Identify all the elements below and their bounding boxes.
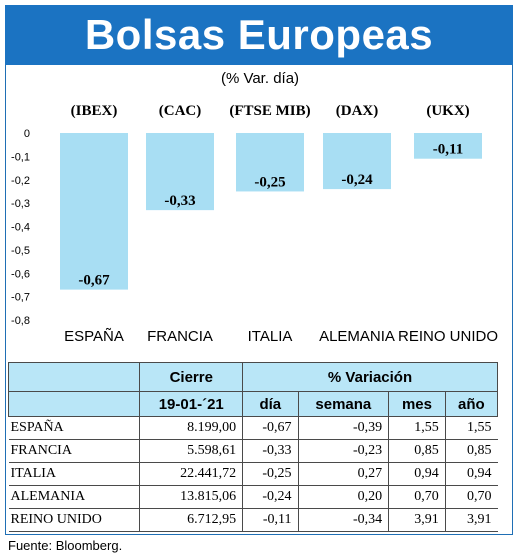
row-dia: -0,25 <box>242 462 299 486</box>
row-mes: 1,55 <box>388 416 446 440</box>
header-mes: mes <box>388 391 446 417</box>
category-label: ALEMANIA <box>319 328 395 345</box>
header-variacion: % Variación <box>242 362 498 392</box>
row-name: FRANCIA <box>8 439 140 463</box>
value-label: -0,33 <box>164 193 195 209</box>
row-dia: -0,24 <box>242 485 299 509</box>
market-table: Cierre % Variación 19-01-´21 día semana … <box>7 362 499 532</box>
value-label: -0,67 <box>78 273 110 289</box>
category-label: FRANCIA <box>147 328 213 345</box>
index-label: (DAX) <box>336 103 379 119</box>
bar <box>146 133 214 211</box>
header-blank <box>7 362 141 392</box>
header-blank-2 <box>7 391 141 417</box>
table-row: ALEMANIA 13.815,06 -0,24 0,20 0,70 0,70 <box>8 485 498 509</box>
index-label: (IBEX) <box>71 103 118 119</box>
category-label: ITALIA <box>248 328 293 345</box>
row-ano: 0,85 <box>444 439 498 463</box>
header-date: 19-01-´21 <box>139 391 244 417</box>
row-ano: 3,91 <box>444 508 498 532</box>
row-cierre: 6.712,95 <box>139 508 243 532</box>
category-label: REINO UNIDO <box>398 328 498 345</box>
row-cierre: 13.815,06 <box>139 485 243 509</box>
row-ano: 1,55 <box>444 416 498 440</box>
table-header-row-2: 19-01-´21 día semana mes año <box>7 391 499 417</box>
bar-chart: 0 -0,1 -0,2 -0,3 -0,4 -0,5 -0,6 -0,7 -0,8 (IBEX) -… <box>11 103 498 345</box>
bar <box>323 133 391 190</box>
row-ano: 0,70 <box>444 485 498 509</box>
page-title: Bolsas Europeas <box>84 11 434 58</box>
header-semana: semana <box>297 391 390 417</box>
row-name: ALEMANIA <box>8 485 140 509</box>
row-semana: -0,23 <box>297 439 389 463</box>
table-header-row-1: Cierre % Variación <box>7 362 498 392</box>
table-row: ESPAÑA 8.199,00 -0,67 -0,39 1,55 1,55 <box>8 416 498 440</box>
header-dia: día <box>242 391 299 417</box>
row-name: REINO UNIDO <box>8 508 140 532</box>
row-ano: 0,94 <box>444 462 498 486</box>
header-cierre: Cierre <box>139 362 244 392</box>
row-semana: 0,20 <box>297 485 389 509</box>
row-mes: 0,70 <box>388 485 446 509</box>
bar <box>60 133 128 290</box>
table-row: ITALIA 22.441,72 -0,25 0,27 0,94 0,94 <box>8 462 498 486</box>
row-name: ITALIA <box>8 462 140 486</box>
bar <box>236 133 304 192</box>
row-cierre: 5.598,61 <box>139 439 243 463</box>
y-tick-label: -0,3 <box>11 198 30 210</box>
table-row: REINO UNIDO 6.712,95 -0,11 -0,34 3,91 3,… <box>8 508 498 532</box>
bar <box>414 133 482 159</box>
index-label: (CAC) <box>159 103 202 119</box>
row-mes: 3,91 <box>388 508 446 532</box>
row-dia: -0,33 <box>242 439 299 463</box>
index-label: (UKX) <box>426 103 469 119</box>
value-label: -0,11 <box>433 142 463 158</box>
value-label: -0,24 <box>341 172 373 188</box>
row-semana: 0,27 <box>297 462 389 486</box>
row-semana: -0,39 <box>297 416 389 440</box>
row-mes: 0,94 <box>388 462 446 486</box>
title-banner: Bolsas Europeas <box>5 5 513 65</box>
category-label: ESPAÑA <box>64 328 124 345</box>
y-tick-label: -0,2 <box>11 175 30 187</box>
value-label: -0,25 <box>254 174 285 190</box>
y-tick-label: -0,1 <box>11 151 30 163</box>
row-dia: -0,11 <box>242 508 299 532</box>
y-tick-label: -0,4 <box>11 222 30 234</box>
table-row: FRANCIA 5.598,61 -0,33 -0,23 0,85 0,85 <box>8 439 498 463</box>
y-tick-label: -0,5 <box>11 245 30 257</box>
y-tick-label: -0,6 <box>11 268 30 280</box>
row-semana: -0,34 <box>297 508 389 532</box>
y-tick-label: 0 <box>24 128 30 140</box>
row-name: ESPAÑA <box>8 416 140 440</box>
row-dia: -0,67 <box>242 416 299 440</box>
row-cierre: 8.199,00 <box>139 416 243 440</box>
y-tick-label: -0,8 <box>11 315 30 327</box>
source-note: Fuente: Bloomberg. <box>8 538 123 553</box>
chart-subtitle: (% Var. día) <box>220 70 300 87</box>
row-mes: 0,85 <box>388 439 446 463</box>
y-tick-label: -0,7 <box>11 292 30 304</box>
row-cierre: 22.441,72 <box>139 462 243 486</box>
index-label: (FTSE MIB) <box>229 103 310 119</box>
header-ano: año <box>444 391 499 417</box>
